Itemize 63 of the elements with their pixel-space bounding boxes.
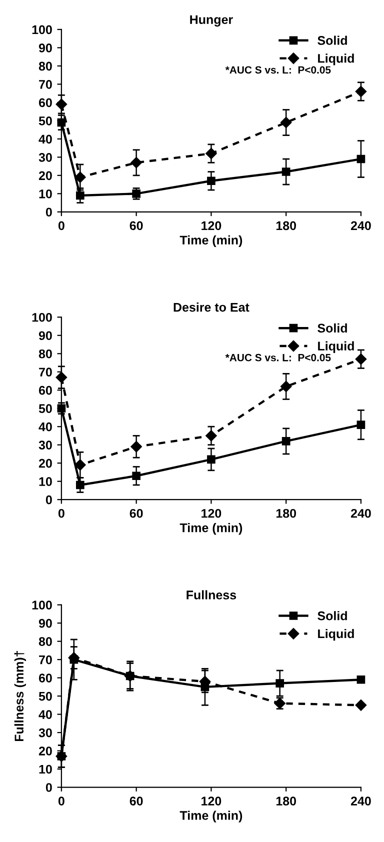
- y-tick-label: 60: [38, 98, 52, 108]
- x-tick-label: 180: [276, 508, 296, 518]
- legend-label: Liquid: [318, 341, 354, 353]
- y-tick-label: 60: [38, 386, 52, 395]
- y-tick-label: 30: [38, 152, 52, 162]
- y-tick-label: 20: [38, 458, 52, 468]
- y-tick-label: 50: [38, 404, 52, 414]
- chart-title: Hunger: [190, 15, 233, 27]
- x-tick-label: 0: [58, 221, 64, 230]
- legend-label: Liquid: [318, 54, 354, 66]
- y-tick-label: 80: [38, 62, 52, 71]
- x-tick-label: 240: [350, 508, 371, 518]
- y-tick-label: 0: [46, 495, 52, 504]
- y-tick-label: 10: [39, 764, 52, 774]
- annotation: *AUC S vs. L: P<0.05: [225, 354, 331, 362]
- y-tick-label: 60: [38, 674, 52, 682]
- y-tick-label: 30: [38, 728, 52, 738]
- y-tick-label: 40: [38, 710, 52, 719]
- y-tick-label: 40: [38, 134, 52, 144]
- legend-label: Solid: [318, 36, 347, 45]
- y-tick-label: 90: [38, 331, 52, 340]
- x-tick-label: 240: [350, 221, 371, 230]
- annotation: *AUC S vs. L: P<0.05: [225, 66, 331, 74]
- chart-title: Desire to Eat: [174, 302, 250, 312]
- y-tick-label: 0: [46, 783, 52, 792]
- legend-label: Liquid: [318, 628, 354, 641]
- x-tick-label: 120: [202, 508, 222, 518]
- x-axis-title: Time (min): [180, 523, 242, 535]
- x-tick-label: 60: [130, 796, 143, 806]
- y-tick-label: 50: [38, 116, 52, 126]
- x-tick-label: 0: [58, 508, 64, 518]
- x-tick-label: 120: [202, 796, 222, 806]
- x-tick-label: 0: [58, 796, 64, 806]
- y-tick-label: 90: [38, 44, 52, 52]
- x-tick-label: 180: [276, 221, 296, 230]
- x-tick-label: 120: [202, 221, 222, 230]
- x-axis-title: Time (min): [180, 235, 242, 248]
- y-tick-label: 10: [39, 477, 52, 486]
- y-tick-label: 20: [38, 746, 52, 756]
- y-tick-label: 20: [38, 171, 52, 180]
- y-tick-label: 70: [39, 80, 52, 89]
- y-tick-label: 100: [32, 312, 52, 322]
- chart-title: Fullness: [186, 590, 236, 600]
- y-tick-label: 10: [39, 189, 52, 198]
- x-tick-label: 240: [350, 796, 371, 806]
- y-tick-label: 50: [38, 692, 52, 701]
- y-tick-label: 30: [38, 440, 52, 450]
- x-tick-label: 60: [130, 221, 143, 230]
- x-tick-label: 60: [130, 508, 143, 518]
- x-tick-label: 180: [276, 796, 296, 806]
- y-tick-label: 90: [38, 618, 52, 628]
- y-tick-label: 40: [38, 422, 52, 432]
- y-tick-label: 80: [38, 349, 52, 358]
- x-axis-title: Time (min): [180, 810, 242, 822]
- legend-label: Solid: [318, 323, 347, 333]
- y-tick-label: 100: [32, 25, 52, 34]
- y-tick-label: 80: [38, 637, 52, 646]
- y-tick-label: 70: [39, 655, 52, 664]
- y-tick-label: 0: [46, 208, 52, 217]
- y-tick-label: 100: [32, 600, 52, 610]
- y-tick-label: 70: [39, 368, 52, 377]
- y-axis-title: Fullness (mm)†: [14, 651, 26, 742]
- legend-label: Solid: [318, 611, 347, 620]
